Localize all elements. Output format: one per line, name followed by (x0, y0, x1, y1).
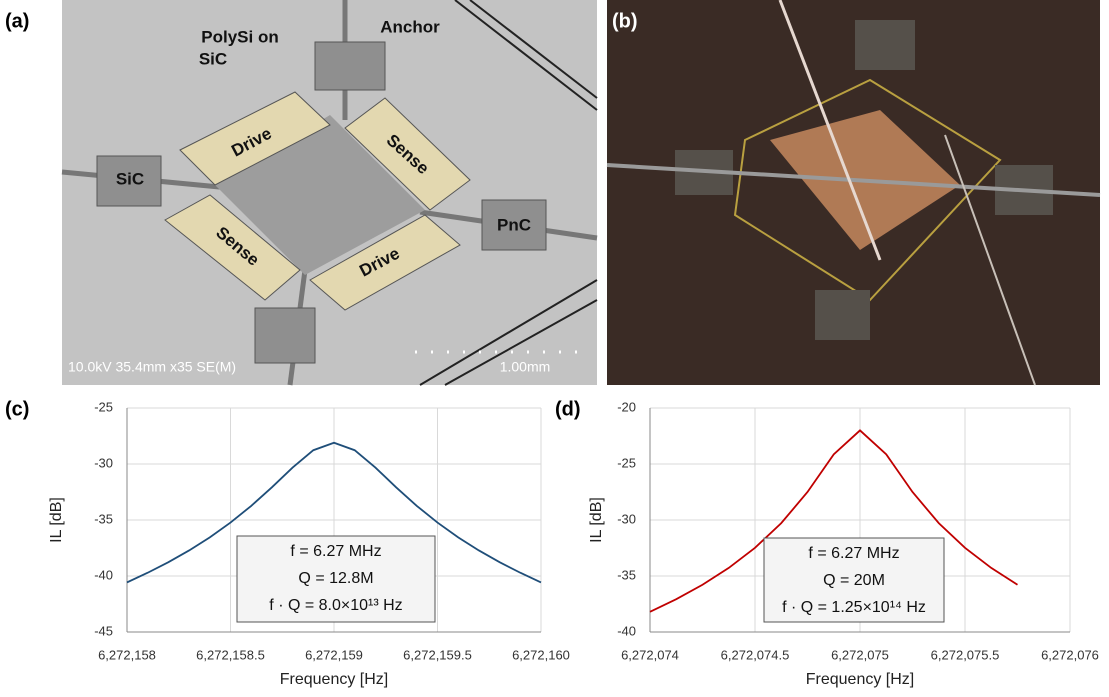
y-axis-label: IL [dB] (588, 497, 605, 543)
panel-label: (b) (612, 10, 638, 32)
sem-image: PolySi on SiC Anchor Drive Sense SiC PnC… (62, 0, 597, 385)
y-tick-label: -30 (617, 511, 636, 526)
x-tick-label: 6,272,075 (831, 647, 889, 662)
label: PolySi on (201, 27, 278, 46)
label: 1.00mm (500, 359, 551, 375)
y-tick-label: -25 (617, 455, 636, 470)
annotation: f · Q = 1.25×10¹⁴ Hz (782, 599, 926, 616)
x-tick-label: 6,272,159 (305, 647, 363, 662)
annotation: Q = 12.8M (298, 570, 373, 587)
label: SiC (116, 169, 144, 188)
label: SiC (199, 49, 227, 68)
x-tick-label: 6,272,074 (621, 647, 679, 662)
x-tick-label: 6,272,074.5 (721, 647, 790, 662)
label: 10.0kV 35.4mm x35 SE(M) (68, 359, 236, 375)
annotation: f = 6.27 MHz (290, 543, 381, 560)
y-tick-label: -25 (94, 399, 113, 414)
label: Anchor (380, 17, 440, 36)
annotation: f = 6.27 MHz (808, 545, 899, 562)
x-axis-label: Frequency [Hz] (806, 671, 914, 688)
y-tick-label: -30 (94, 455, 113, 470)
y-tick-label: -35 (617, 567, 636, 582)
x-tick-label: 6,272,159.5 (403, 647, 472, 662)
x-tick-label: 6,272,158 (98, 647, 156, 662)
x-tick-label: 6,272,075.5 (931, 647, 1000, 662)
label: PnC (497, 215, 531, 234)
y-tick-label: -40 (617, 623, 636, 638)
y-tick-label: -35 (94, 511, 113, 526)
figure: PolySi on SiC Anchor Drive Sense SiC PnC… (0, 0, 1109, 692)
panel-label: (a) (5, 10, 29, 32)
x-tick-label: 6,272,160 (512, 647, 570, 662)
photo (607, 0, 1100, 385)
x-tick-label: 6,272,076 (1041, 647, 1099, 662)
y-tick-label: -45 (94, 623, 113, 638)
x-tick-label: 6,272,158.5 (196, 647, 265, 662)
panel-label: (d) (555, 398, 581, 420)
y-tick-label: -20 (617, 399, 636, 414)
panel-label: (c) (5, 398, 29, 420)
annotation: f · Q = 8.0×10¹³ Hz (269, 597, 402, 614)
annotation: Q = 20M (823, 572, 885, 589)
x-axis-label: Frequency [Hz] (280, 671, 388, 688)
y-axis-label: IL [dB] (48, 497, 65, 543)
y-tick-label: -40 (94, 567, 113, 582)
